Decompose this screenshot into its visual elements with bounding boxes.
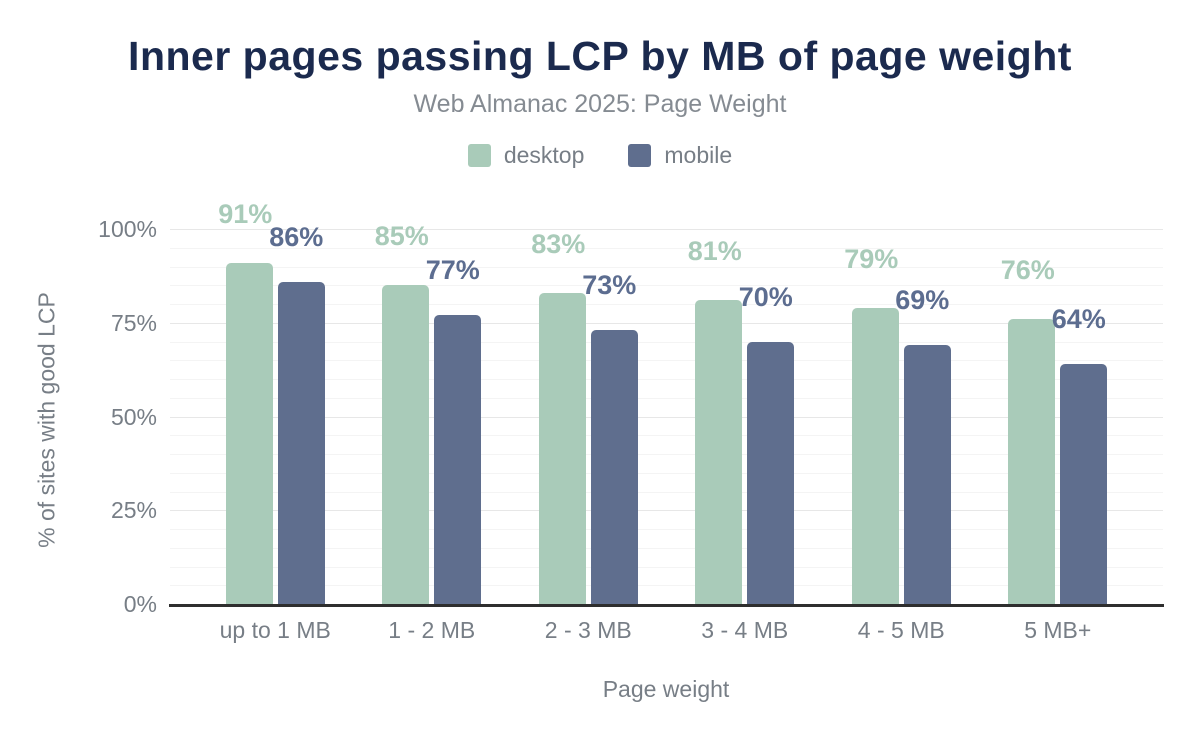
bar-desktop [695, 300, 743, 604]
legend: desktop mobile [0, 142, 1200, 169]
bar-label-mobile: 70% [738, 281, 793, 312]
y-axis-tick-label: 100% [98, 216, 157, 242]
gridline-minor [170, 285, 1163, 287]
gridline-minor [170, 491, 1163, 493]
y-axis-tick-label: 75% [110, 309, 157, 336]
gridline-major [170, 510, 1163, 512]
bar-mobile [434, 315, 482, 604]
gridline-minor [170, 454, 1163, 455]
bar-label-mobile: 64% [1051, 304, 1106, 334]
bar-label-desktop: 79% [844, 243, 899, 274]
bar-label-desktop: 83% [531, 228, 586, 259]
y-axis-tick-label: 25% [110, 497, 157, 524]
bar-mobile [747, 341, 795, 604]
x-axis-tick-label: 2 - 3 MB [544, 617, 632, 643]
legend-item-mobile[interactable]: mobile [628, 142, 732, 169]
gridline-minor [170, 304, 1163, 305]
bar-desktop [225, 262, 273, 604]
x-axis-tick-label: 3 - 4 MB [701, 617, 789, 643]
page-subtitle: Web Almanac 2025: Page Weight [413, 90, 787, 118]
mobile-legend-swatch-icon [628, 144, 652, 167]
bar-label-desktop: 76% [1000, 255, 1055, 285]
gridline-minor [170, 247, 1163, 249]
legend-item-desktop[interactable]: desktop [467, 142, 585, 169]
bar-desktop [382, 285, 430, 604]
bar-label-mobile: 86% [269, 221, 324, 252]
gridline-minor [170, 266, 1163, 268]
gridline-minor [170, 397, 1163, 399]
bar-desktop [851, 307, 899, 604]
gridline-minor [170, 360, 1163, 362]
gridline-minor [170, 585, 1163, 587]
gridline-minor [170, 379, 1163, 380]
page-title: Inner pages passing LCP by MB of page we… [128, 33, 1072, 79]
legend-label-desktop: desktop [503, 142, 585, 168]
gridline-minor [170, 529, 1163, 530]
bar-label-desktop: 85% [374, 221, 429, 252]
bar-mobile [1060, 364, 1108, 604]
desktop-legend-swatch-icon [467, 144, 491, 167]
gridline-major [170, 322, 1163, 324]
x-axis-line [169, 604, 1164, 607]
bar-label-desktop: 91% [218, 198, 273, 229]
bar-label-mobile: 69% [895, 285, 950, 316]
x-axis-tick-label: up to 1 MB [219, 617, 331, 643]
bar-mobile [590, 330, 638, 604]
gridline-major [170, 229, 1163, 230]
bar-mobile [903, 345, 951, 604]
gridline-minor [170, 566, 1163, 568]
legend-label-mobile: mobile [664, 142, 733, 168]
bar-label-desktop: 81% [687, 236, 742, 267]
gridline-minor [170, 435, 1163, 437]
gridline-minor [170, 547, 1163, 549]
bar-desktop [1008, 319, 1056, 604]
bar-desktop [538, 292, 586, 604]
x-axis-title: Page weight [602, 676, 730, 702]
y-axis-tick-label: 0% [123, 591, 157, 617]
bar-label-mobile: 77% [425, 255, 480, 286]
gridline-major [170, 416, 1163, 418]
gridline-minor [170, 341, 1163, 343]
bar-label-mobile: 73% [582, 270, 637, 301]
x-axis-tick-label: 4 - 5 MB [857, 617, 945, 643]
x-axis-tick-label: 5 MB+ [1024, 617, 1092, 643]
y-axis-tick-label: 50% [110, 403, 157, 430]
bar-mobile [277, 281, 325, 604]
gridline-minor [170, 472, 1163, 474]
x-axis-tick-label: 1 - 2 MB [388, 617, 476, 643]
